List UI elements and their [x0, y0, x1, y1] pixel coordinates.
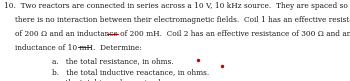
Text: there is no interaction between their electromagnetic fields.  Coil 1 has an eff: there is no interaction between their el…	[15, 16, 350, 24]
Text: inductance of 10 mH.  Determine:: inductance of 10 mH. Determine:	[15, 44, 142, 52]
Text: c.   the total impedance, in ohms.: c. the total impedance, in ohms.	[52, 79, 176, 81]
Text: of 200 Ω and an inductance of 200 mH.  Coil 2 has an effective resistance of 300: of 200 Ω and an inductance of 200 mH. Co…	[15, 30, 350, 38]
Text: 10.  Two reactors are connected in series across a 10 V, 10 kHz source.  They ar: 10. Two reactors are connected in series…	[4, 2, 350, 10]
Text: b.   the total inductive reactance, in ohms.: b. the total inductive reactance, in ohm…	[52, 68, 209, 76]
Text: a.   the total resistance, in ohms.: a. the total resistance, in ohms.	[52, 58, 174, 66]
